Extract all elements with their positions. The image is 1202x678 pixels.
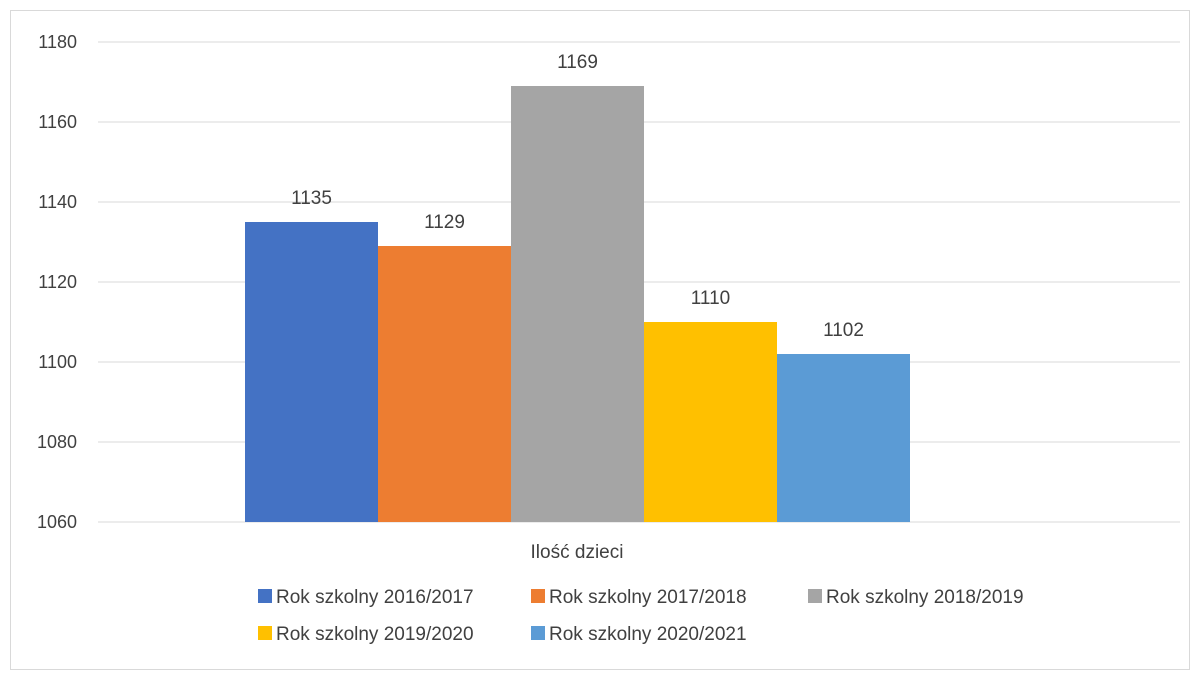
bar xyxy=(245,222,378,522)
bar xyxy=(777,354,910,522)
data-label: 1169 xyxy=(557,52,598,73)
chart-frame xyxy=(10,10,1190,670)
category-axis: Ilość dzieci xyxy=(531,542,624,563)
legend-item: Rok szkolny 2019/2020 xyxy=(258,624,474,645)
legend: Rok szkolny 2016/2017 Rok szkolny 2017/20… xyxy=(258,587,1024,645)
legend-item: Rok szkolny 2017/2018 xyxy=(531,587,747,608)
y-tick-label: 1140 xyxy=(38,192,77,212)
legend-label: Rok szkolny 2020/2021 xyxy=(549,624,747,645)
legend-label: Rok szkolny 2019/2020 xyxy=(276,624,474,645)
legend-label: Rok szkolny 2018/2019 xyxy=(826,587,1024,608)
legend-swatch xyxy=(531,589,545,603)
legend-swatch xyxy=(808,589,822,603)
y-tick-label: 1060 xyxy=(37,512,77,532)
data-label: 1110 xyxy=(691,288,730,309)
data-label: 1135 xyxy=(291,188,332,209)
y-tick-label: 1120 xyxy=(38,272,77,292)
category-label: Ilość dzieci xyxy=(531,542,624,563)
legend-swatch xyxy=(531,626,545,640)
legend-item: Rok szkolny 2018/2019 xyxy=(808,587,1024,608)
bar xyxy=(511,86,644,522)
data-label: 1129 xyxy=(424,212,465,233)
legend-item: Rok szkolny 2016/2017 xyxy=(258,587,474,608)
bar xyxy=(378,246,511,522)
y-tick-label: 1080 xyxy=(37,432,77,452)
data-label: 1102 xyxy=(823,320,864,341)
y-tick-label: 1100 xyxy=(38,352,77,372)
y-tick-label: 1180 xyxy=(38,32,77,52)
bars xyxy=(245,86,910,522)
y-tick-label: 1160 xyxy=(38,112,77,132)
y-axis-ticks: 1060 1080 1100 1120 1140 1160 1180 xyxy=(37,32,77,532)
legend-item: Rok szkolny 2020/2021 xyxy=(531,624,747,645)
legend-swatch xyxy=(258,626,272,640)
bar xyxy=(644,322,777,522)
legend-label: Rok szkolny 2016/2017 xyxy=(276,587,474,608)
legend-label: Rok szkolny 2017/2018 xyxy=(549,587,747,608)
legend-swatch xyxy=(258,589,272,603)
data-labels: 1135 1129 1169 1110 1102 xyxy=(291,52,864,341)
